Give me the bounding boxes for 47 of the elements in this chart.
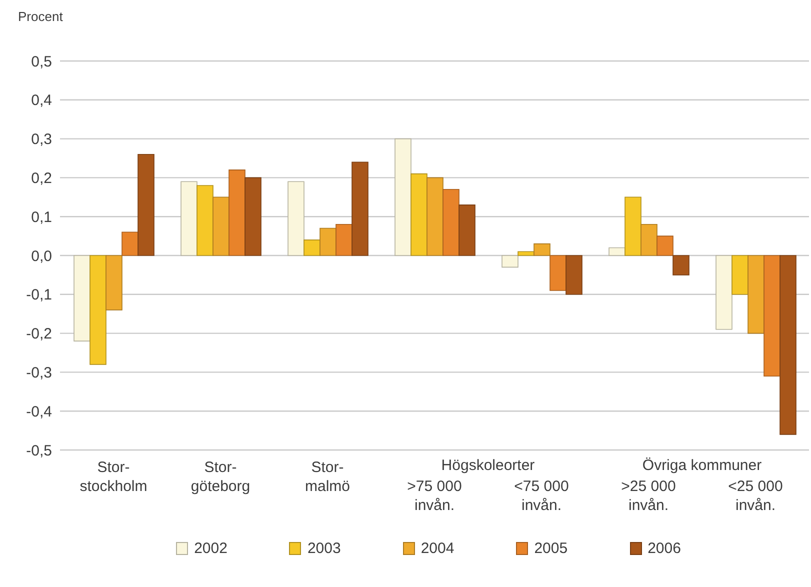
text: Övriga kommuner (642, 457, 762, 474)
legend-label: 2005 (534, 540, 568, 557)
legend-label: 2004 (420, 540, 454, 557)
x-tick-label: <25 000 invån. (728, 478, 783, 514)
x-tick-label: >75 000 invån. (407, 478, 462, 514)
bar (748, 255, 764, 334)
bar (716, 255, 732, 330)
bar (212, 196, 230, 256)
bar (90, 255, 106, 365)
bar (518, 251, 534, 256)
y-tick-label: -0,1 (26, 286, 52, 304)
bar (196, 185, 214, 256)
bar (304, 240, 320, 256)
y-axis-title: Procent (18, 9, 63, 24)
bar (74, 255, 90, 342)
y-tick-label: 0,5 (31, 53, 52, 70)
legend-label: 2003 (307, 540, 341, 557)
text: Högskoleorter (441, 457, 535, 474)
bar (410, 173, 428, 256)
y-tick-label: 0,1 (31, 208, 52, 226)
x-tick-label: Stor- malmö (304, 459, 350, 495)
y-tick-label: 0,4 (31, 92, 52, 110)
bar (180, 181, 198, 256)
y-tick-label: -0,2 (26, 326, 52, 343)
bar (394, 138, 412, 256)
legend-label: 2002 (194, 540, 228, 557)
bar (502, 255, 518, 268)
bar (426, 177, 444, 256)
y-tick-label: -0,3 (26, 364, 52, 382)
y-tick-label: 0,0 (31, 248, 52, 265)
y-tick-label: -0,4 (26, 403, 52, 420)
bar (624, 196, 642, 256)
bar (288, 181, 304, 256)
bar (534, 243, 550, 256)
y-tick-label: 0,2 (31, 170, 52, 188)
y-tick-label: -0,5 (26, 442, 52, 460)
x-tick-label: <75 000 invån. (514, 478, 569, 514)
x-tick-label: >25 000 invån. (621, 478, 676, 514)
bar (320, 228, 336, 256)
bar (640, 224, 658, 256)
x-tick-label: Stor- stockholm (80, 459, 148, 495)
bar (106, 255, 122, 310)
y-tick-label: 0,3 (31, 131, 52, 148)
x-tick-label: Stor- göteborg (190, 459, 250, 495)
legend-label: 2006 (648, 540, 681, 557)
bar (608, 247, 626, 256)
bar (732, 255, 748, 295)
